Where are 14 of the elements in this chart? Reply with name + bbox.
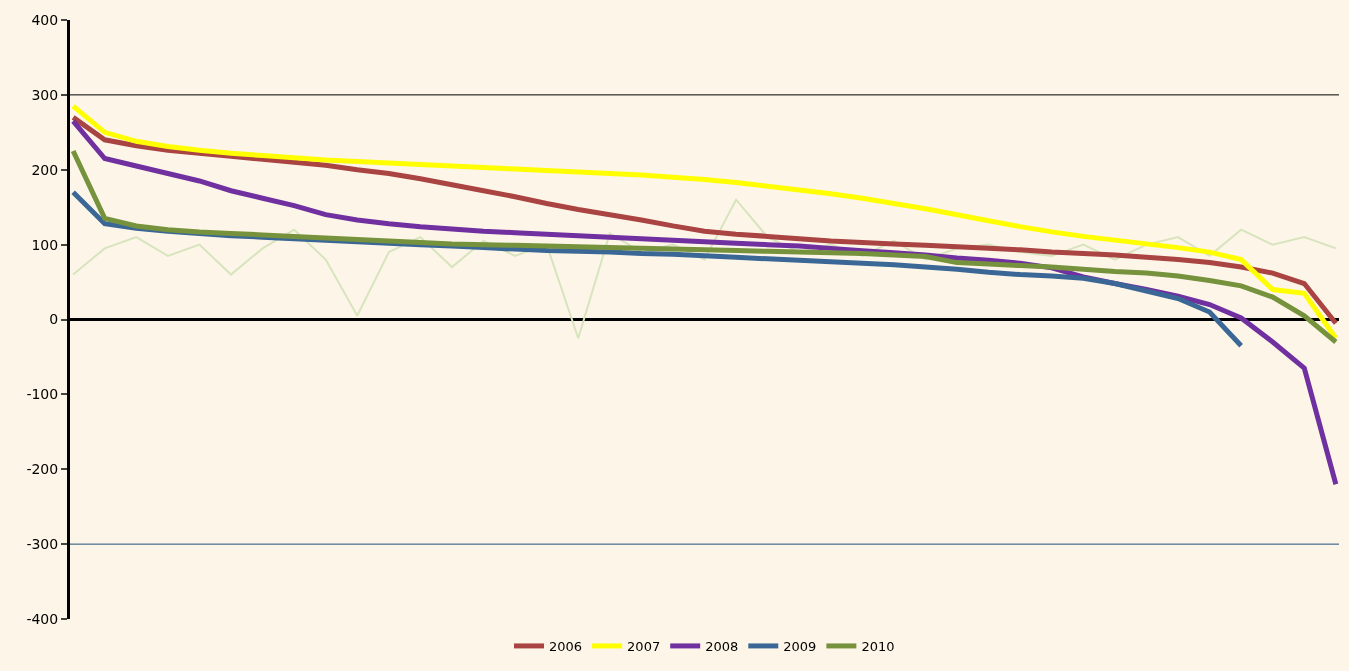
legend-label: 2006: [549, 639, 583, 654]
y-tick-label: -100: [26, 386, 59, 403]
legend-label: 2010: [861, 639, 895, 654]
y-tick-label: -200: [26, 461, 59, 478]
y-tick-label: -300: [26, 536, 59, 553]
y-tick-label: -400: [26, 610, 59, 627]
legend-label: 2007: [627, 639, 661, 654]
y-tick-label: 200: [31, 161, 59, 178]
y-tick-label: 0: [49, 311, 59, 328]
y-tick-label: 300: [31, 86, 59, 103]
y-tick-label: 400: [31, 11, 59, 28]
legend-label: 2008: [705, 639, 739, 654]
legend-label: 2009: [783, 639, 817, 654]
y-tick-label: 100: [31, 236, 59, 253]
